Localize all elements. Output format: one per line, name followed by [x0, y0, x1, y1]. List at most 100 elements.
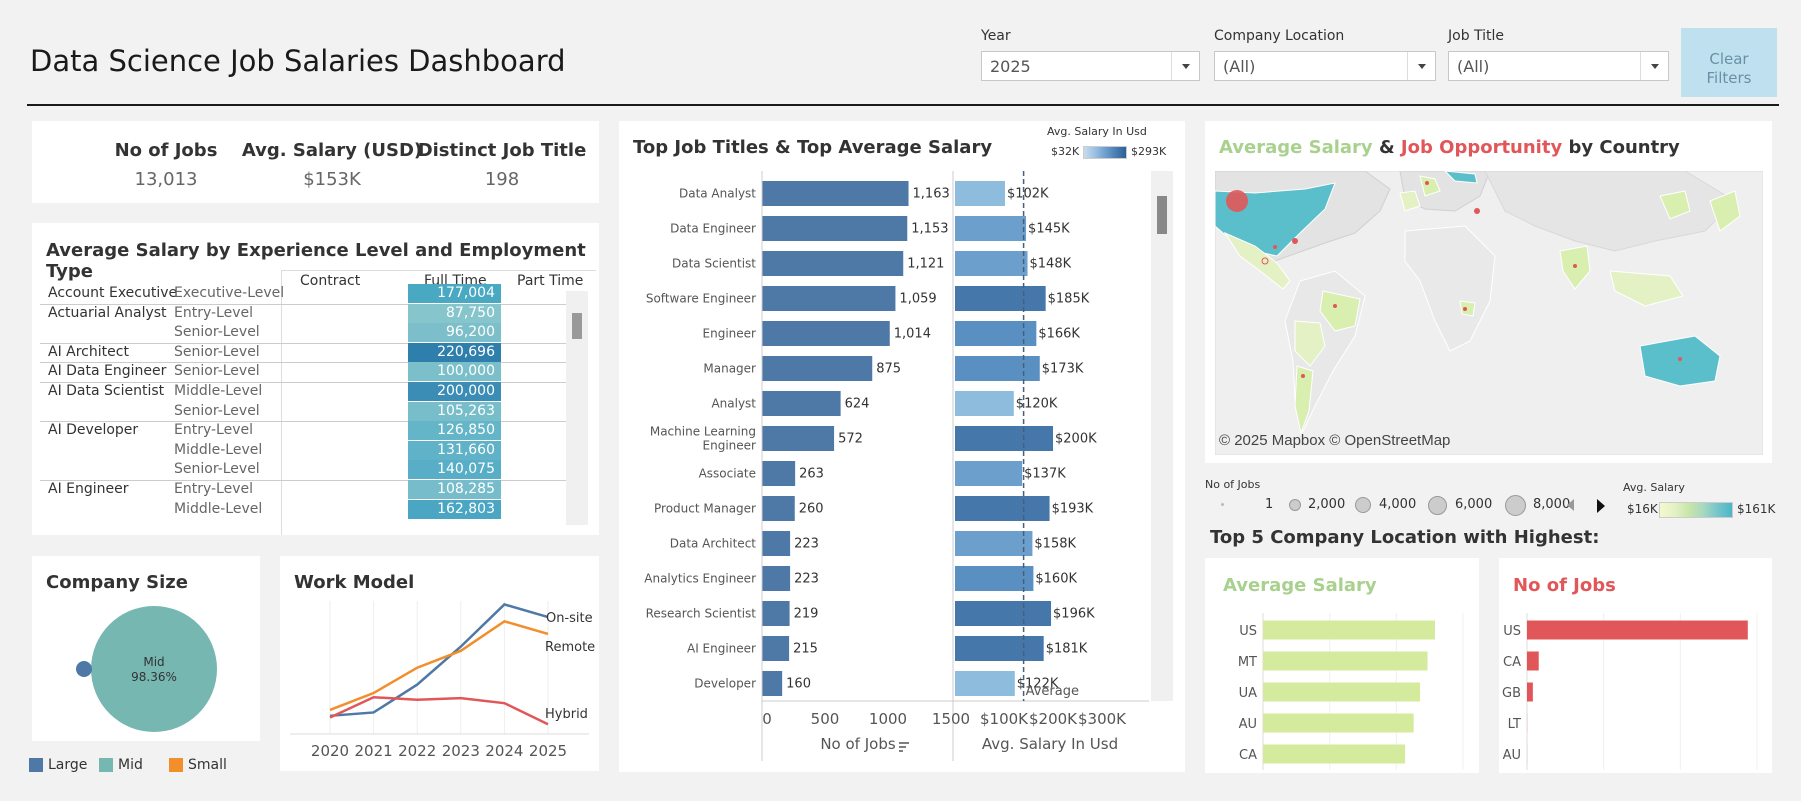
- sort-icon[interactable]: [899, 742, 909, 752]
- location-bar[interactable]: [1263, 713, 1414, 733]
- x-tick-label: $100K: [980, 710, 1029, 728]
- year-filter-select[interactable]: 2025: [981, 51, 1200, 81]
- size-legend-dot: [1428, 496, 1447, 515]
- full-time-cell[interactable]: 200,000: [408, 382, 501, 401]
- jobs-bar[interactable]: [762, 286, 896, 311]
- jobs-bar[interactable]: [762, 531, 791, 556]
- legend-prev-icon[interactable]: [1567, 499, 1574, 511]
- jobs-bar[interactable]: [762, 216, 908, 241]
- location-bar[interactable]: [1527, 651, 1539, 671]
- salary-bar[interactable]: [955, 636, 1044, 661]
- chevron-down-icon[interactable]: [1640, 52, 1668, 80]
- row-level: Senior-Level: [174, 324, 260, 341]
- salary-bar[interactable]: [955, 181, 1005, 206]
- salary-bar[interactable]: [955, 391, 1014, 416]
- series-line-on-site[interactable]: [329, 603, 549, 718]
- full-time-cell[interactable]: 96,200: [408, 323, 501, 343]
- jobs-bar[interactable]: [762, 251, 904, 276]
- salary-bar-label: $185K: [1048, 292, 1090, 307]
- salary-bar[interactable]: [955, 426, 1053, 451]
- pie-slice-large[interactable]: [76, 661, 92, 677]
- location-bar[interactable]: [1263, 744, 1406, 764]
- location-bar[interactable]: [1263, 682, 1421, 702]
- top5-avg-salary-title: Average Salary: [1223, 575, 1377, 596]
- series-line-hybrid[interactable]: [329, 695, 549, 726]
- full-time-cell[interactable]: 140,075: [408, 460, 501, 480]
- full-time-cell[interactable]: 100,000: [408, 362, 501, 382]
- experience-table-body[interactable]: Account Executive Executive-Level 177,004 A…: [40, 223, 596, 535]
- chevron-down-icon[interactable]: [1171, 52, 1199, 80]
- jobs-bar[interactable]: [762, 391, 841, 416]
- jobs-bar[interactable]: [762, 181, 909, 206]
- x-tick-label: 2023: [442, 742, 480, 760]
- full-time-cell[interactable]: 220,696: [408, 342, 501, 362]
- jobs-bar[interactable]: [762, 496, 795, 521]
- jobs-bar-label: 1,014: [894, 327, 931, 342]
- row-level: Senior-Level: [174, 402, 260, 419]
- jobs-bar[interactable]: [762, 566, 791, 591]
- jobs-bar[interactable]: [762, 461, 796, 486]
- full-time-cell[interactable]: 162,803: [408, 499, 501, 519]
- salary-bar[interactable]: [955, 251, 1028, 276]
- map-attribution[interactable]: © 2025 Mapbox © OpenStreetMap: [1219, 432, 1451, 449]
- scrollbar-thumb[interactable]: [572, 313, 582, 339]
- full-time-cell[interactable]: 108,285: [408, 480, 501, 499]
- salary-axis-title: Avg. Salary In Usd: [982, 735, 1118, 753]
- pie-center-value: 98.36%: [131, 670, 177, 684]
- location-bar[interactable]: [1527, 620, 1748, 640]
- row-title: Actuarial Analyst: [48, 304, 167, 321]
- jobs-axis-title: No of Jobs: [820, 735, 896, 753]
- salary-bar[interactable]: [955, 461, 1023, 486]
- salary-bar[interactable]: [955, 566, 1034, 591]
- full-time-cell[interactable]: 87,750: [408, 303, 501, 323]
- legend-swatch-large: [29, 758, 43, 772]
- full-time-cell[interactable]: 105,263: [408, 401, 501, 421]
- salary-bar[interactable]: [955, 286, 1046, 311]
- salary-bar-label: $200K: [1055, 432, 1097, 447]
- row-level: Entry-Level: [174, 422, 254, 439]
- full-time-cell[interactable]: 177,004: [408, 284, 501, 303]
- salary-bar[interactable]: [955, 496, 1050, 521]
- location-bar[interactable]: [1527, 682, 1533, 702]
- salary-bar[interactable]: [955, 216, 1027, 241]
- jobs-bar[interactable]: [762, 671, 783, 696]
- full-time-cell[interactable]: 126,850: [408, 421, 501, 441]
- color-legend-max: $161K: [1737, 502, 1776, 516]
- company-size-panel: Company Size Mid 98.36%: [32, 556, 260, 741]
- location-bar[interactable]: [1263, 651, 1428, 671]
- kpi-jobs-label: No of Jobs: [114, 140, 218, 161]
- size-legend-5: 8,000: [1533, 497, 1571, 512]
- chevron-down-icon[interactable]: [1407, 52, 1435, 80]
- jobs-bar[interactable]: [762, 636, 790, 661]
- location-filter-select[interactable]: (All): [1214, 51, 1436, 81]
- salary-bar[interactable]: [955, 321, 1037, 346]
- pie-slice-mid[interactable]: [91, 606, 217, 732]
- salary-bar[interactable]: [955, 601, 1052, 626]
- clear-filters-button[interactable]: Clear Filters: [1681, 28, 1777, 97]
- category-label: Manager: [703, 362, 756, 376]
- full-time-cell[interactable]: 131,660: [408, 440, 501, 460]
- us-bubble[interactable]: [1226, 190, 1248, 212]
- location-bar[interactable]: [1263, 620, 1435, 640]
- top5-avg-salary-panel: Average Salary US MT UA AU CA: [1205, 558, 1479, 773]
- scrollbar-thumb[interactable]: [1157, 196, 1167, 234]
- jobtitle-filter-select[interactable]: (All): [1448, 51, 1669, 81]
- salary-bar[interactable]: [955, 531, 1033, 556]
- category-label: Analyst: [711, 397, 756, 411]
- legend-next-icon[interactable]: [1597, 499, 1605, 513]
- salary-bar[interactable]: [955, 671, 1015, 696]
- world-map[interactable]: [1215, 171, 1763, 455]
- col-part-time: Part Time: [517, 273, 584, 289]
- table-scrollbar[interactable]: [566, 291, 588, 525]
- series-line-remote[interactable]: [329, 619, 549, 712]
- salary-bar[interactable]: [955, 356, 1040, 381]
- top-jobs-scrollbar[interactable]: [1151, 171, 1173, 701]
- jobs-bar[interactable]: [762, 321, 890, 346]
- jobs-bar[interactable]: [762, 356, 873, 381]
- jobs-bar[interactable]: [762, 426, 835, 451]
- category-label: Data Engineer: [670, 222, 756, 236]
- row-level: Middle-Level: [174, 500, 263, 517]
- jobs-bar[interactable]: [762, 601, 790, 626]
- jobs-bar-label: 1,153: [911, 222, 948, 237]
- pie-center-label: Mid: [143, 655, 164, 669]
